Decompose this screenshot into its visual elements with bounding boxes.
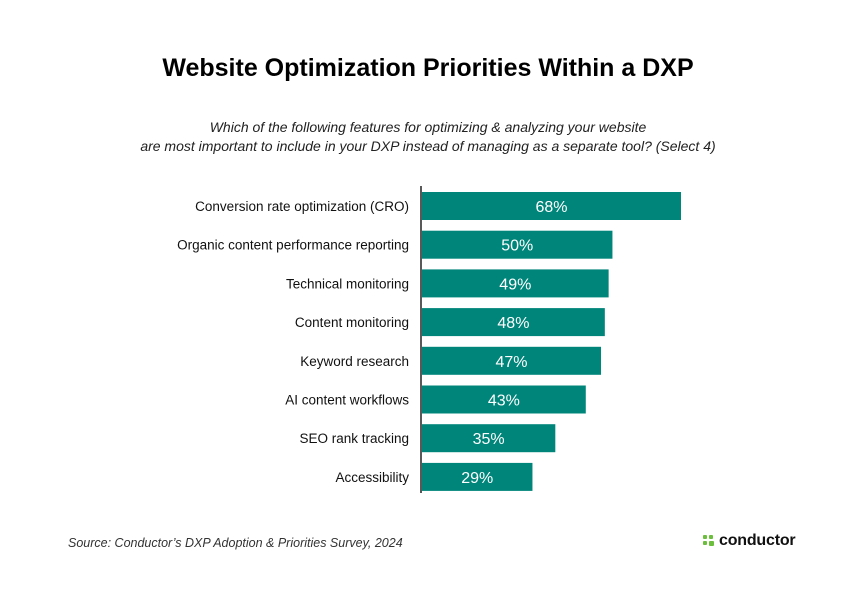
logo-text: conductor [719, 532, 796, 549]
bar-4 [422, 346, 602, 375]
bar-1 [422, 230, 613, 259]
bar-5 [422, 385, 586, 414]
value-label-7: 29% [461, 470, 493, 487]
bar-6 [422, 424, 556, 453]
bar-3 [422, 308, 605, 337]
category-label-2: Technical monitoring [286, 276, 409, 291]
category-label-3: Content monitoring [295, 315, 409, 330]
chart-title: Website Optimization Priorities Within a… [162, 54, 694, 82]
value-label-3: 48% [497, 315, 529, 332]
value-label-2: 49% [499, 276, 531, 293]
category-label-0: Conversion rate optimization (CRO) [195, 199, 409, 214]
bar-0 [422, 192, 681, 220]
value-label-6: 35% [473, 431, 505, 448]
category-label-4: Keyword research [300, 354, 409, 369]
conductor-logo-icon [703, 535, 714, 547]
category-label-6: SEO rank tracking [299, 431, 409, 446]
value-label-0: 68% [535, 199, 567, 216]
category-label-1: Organic content performance reporting [177, 238, 409, 253]
subtitle-line-1: Which of the following features for opti… [209, 119, 647, 135]
bar-2 [422, 269, 609, 298]
conductor-logo: conductor [703, 532, 796, 550]
subtitle-line-2: are most important to include in your DX… [140, 138, 716, 154]
value-label-1: 50% [501, 238, 533, 255]
category-label-5: AI content workflows [285, 393, 409, 408]
bar-7 [422, 462, 533, 491]
value-label-5: 43% [488, 393, 520, 410]
category-label-7: Accessibility [335, 470, 409, 485]
value-label-4: 47% [495, 354, 527, 371]
source-note: Source: Conductor’s DXP Adoption & Prior… [68, 536, 403, 550]
chart-subtitle: Which of the following features for opti… [100, 118, 756, 156]
